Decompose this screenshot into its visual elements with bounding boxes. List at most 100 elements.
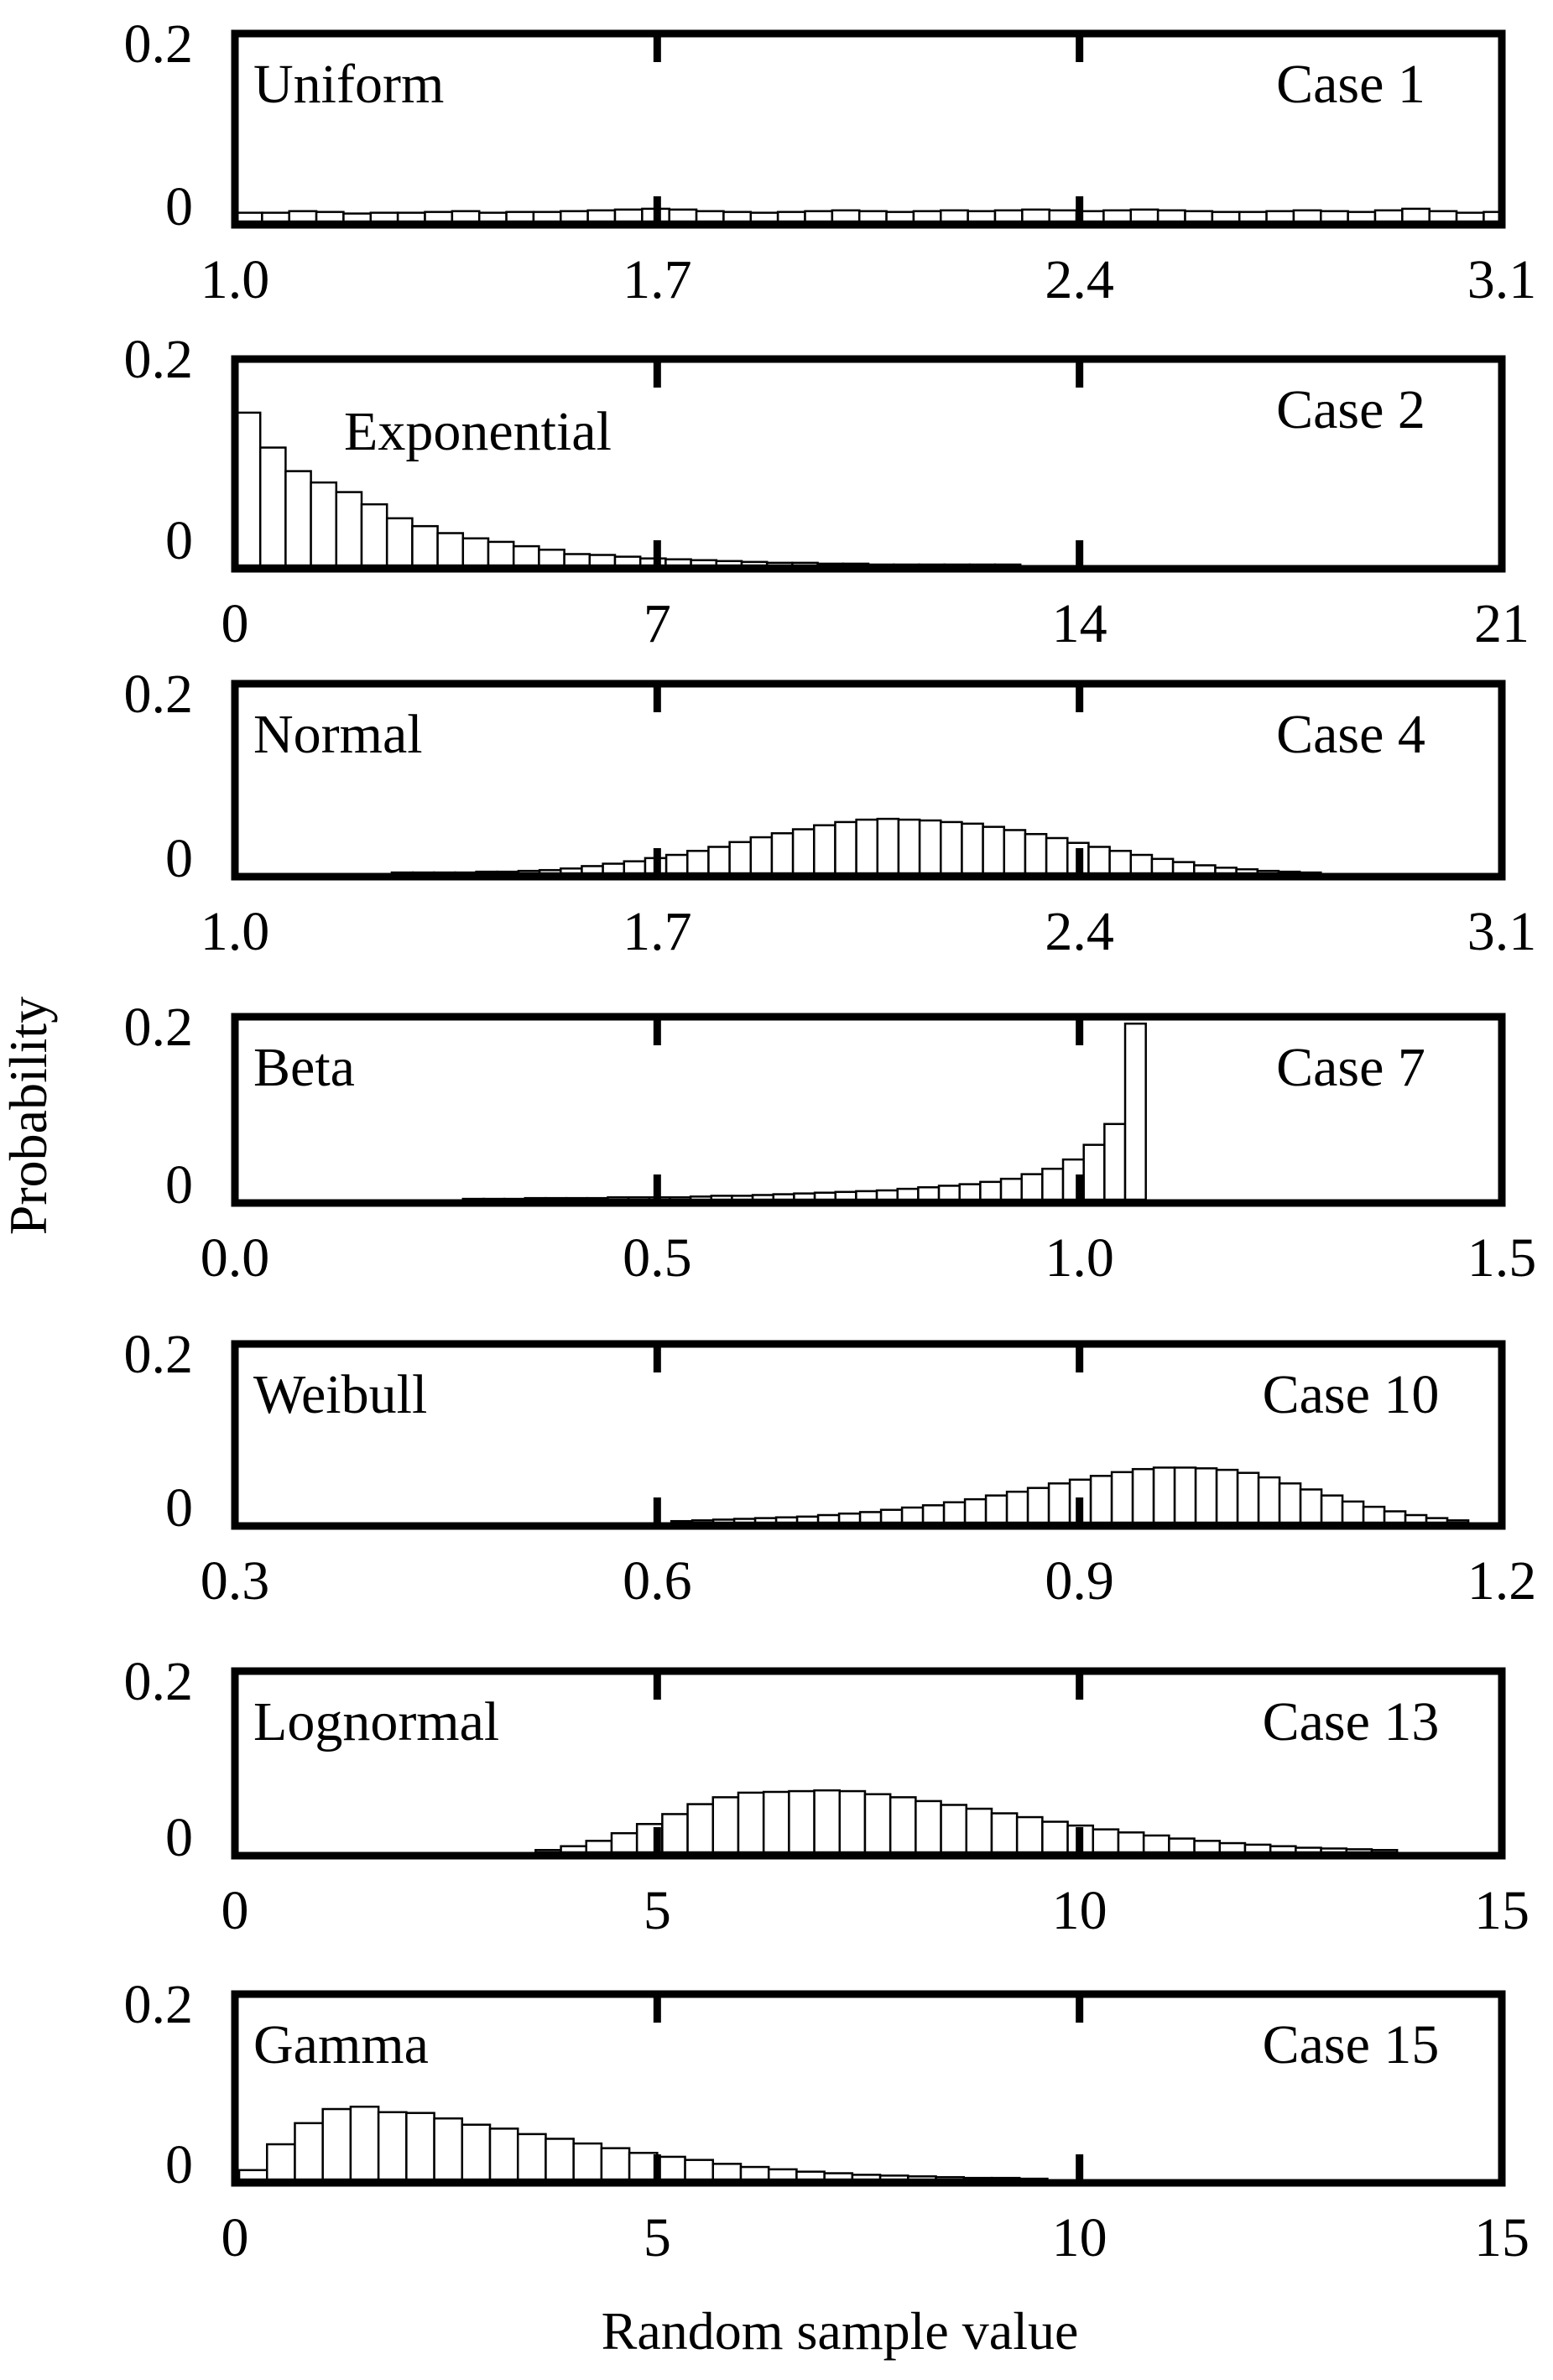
histogram-bar bbox=[940, 209, 969, 223]
histogram-bar bbox=[385, 517, 414, 567]
histogram-bar bbox=[1150, 857, 1175, 875]
histogram-bar bbox=[774, 1516, 799, 1524]
y-tick-label-zero: 0 bbox=[165, 2134, 193, 2195]
histogram-bar bbox=[487, 540, 515, 567]
panel-gamma: 0 5 10 15 0.2 0 Gamma Case 15 bbox=[124, 1974, 1530, 2268]
histogram-bar bbox=[433, 2117, 464, 2181]
histogram-bar bbox=[823, 2172, 854, 2181]
histogram-bar bbox=[889, 1796, 917, 1854]
y-tick-label-zero: 0 bbox=[165, 1807, 193, 1868]
case-label: Case 2 bbox=[1276, 379, 1425, 440]
histogram-bar bbox=[993, 209, 1024, 223]
histogram-bar bbox=[770, 832, 795, 875]
histogram-bar bbox=[613, 555, 642, 567]
x-tick-label: 15 bbox=[1474, 1880, 1530, 1941]
histogram-bar bbox=[560, 867, 583, 875]
histogram-bar bbox=[965, 1807, 993, 1854]
histogram-bar bbox=[1003, 829, 1027, 875]
panel-exponential: 0 7 14 21 0.2 0 Exponential Case 2 bbox=[124, 329, 1530, 654]
histogram-bar bbox=[958, 1183, 982, 1201]
histogram-bar bbox=[1129, 208, 1160, 223]
panel-bars bbox=[670, 1466, 1470, 1524]
panel-frame bbox=[231, 1340, 1506, 1530]
histogram-bar bbox=[855, 818, 879, 875]
histogram-bar bbox=[753, 1517, 778, 1524]
distribution-name: Exponential bbox=[344, 401, 612, 462]
histogram-bar bbox=[1341, 1500, 1365, 1524]
x-tick-label: 0 bbox=[221, 2207, 249, 2268]
histogram-bar bbox=[1089, 1475, 1113, 1524]
histogram-bar bbox=[1184, 210, 1214, 223]
x-tick-label: 2.4 bbox=[1045, 901, 1114, 962]
histogram-bar bbox=[661, 1813, 689, 1854]
histogram-bar bbox=[711, 1518, 736, 1524]
histogram-bar bbox=[897, 818, 921, 875]
histogram-bar bbox=[1218, 1841, 1247, 1854]
histogram-bar bbox=[1015, 1815, 1044, 1854]
histogram-bar bbox=[1048, 209, 1078, 223]
x-tick-label: 1.0 bbox=[201, 249, 270, 310]
histogram-bar bbox=[602, 862, 626, 875]
histogram-bar bbox=[1265, 210, 1295, 223]
histogram-bar bbox=[261, 211, 290, 223]
histogram-bar bbox=[586, 209, 617, 223]
histogram-bar bbox=[628, 2152, 659, 2181]
histogram-bar bbox=[915, 1799, 942, 1854]
histogram-bar bbox=[751, 1194, 775, 1201]
x-tick-label: 0.6 bbox=[623, 1550, 692, 1612]
x-tick-label: 0.0 bbox=[201, 1227, 270, 1289]
case-label: Case 7 bbox=[1276, 1037, 1425, 1098]
histogram-bar bbox=[1142, 1834, 1170, 1854]
histogram-bar bbox=[900, 1506, 925, 1524]
distribution-name: Uniform bbox=[253, 54, 444, 115]
histogram-bar bbox=[321, 2107, 352, 2181]
y-tick-label-zero: 0 bbox=[165, 1477, 193, 1539]
histogram-bar bbox=[233, 211, 263, 223]
histogram-bar bbox=[1041, 1820, 1069, 1854]
histogram-bar bbox=[1152, 1466, 1176, 1524]
histogram-bar bbox=[1455, 211, 1485, 223]
histogram-bar bbox=[1045, 836, 1069, 875]
histogram-bar bbox=[722, 211, 753, 223]
histogram-bar bbox=[711, 1796, 740, 1854]
histogram-bar bbox=[878, 2174, 909, 2181]
histogram-bar bbox=[581, 865, 604, 875]
histogram-bar bbox=[310, 481, 338, 567]
y-tick-label-max: 0.2 bbox=[124, 13, 194, 75]
histogram-bar bbox=[461, 2123, 492, 2181]
x-tick-label: 0.9 bbox=[1045, 1550, 1114, 1612]
histogram-bar bbox=[315, 211, 345, 223]
histogram-bar bbox=[1299, 1488, 1323, 1524]
histogram-bar bbox=[1347, 211, 1377, 223]
panel-uniform: 1.0 1.7 2.4 3.1 0.2 0 Uniform Case 1 bbox=[124, 13, 1537, 310]
histogram-bar bbox=[538, 868, 562, 875]
histogram-bar bbox=[349, 2105, 380, 2181]
x-tick-label: 7 bbox=[644, 593, 671, 654]
histogram-bar bbox=[851, 2174, 882, 2181]
histogram-bar bbox=[233, 411, 262, 567]
case-label: Case 4 bbox=[1276, 704, 1425, 765]
histogram-bar bbox=[793, 1192, 816, 1201]
histogram-bar bbox=[668, 208, 698, 223]
histogram-bar bbox=[686, 850, 710, 875]
histogram-bar bbox=[896, 1187, 920, 1201]
histogram-bar bbox=[979, 1180, 1003, 1201]
x-axis-title: Random sample value bbox=[602, 2301, 1079, 2361]
histogram-bar bbox=[1092, 1828, 1120, 1854]
histogram-bar bbox=[875, 1189, 899, 1201]
histogram-bar bbox=[613, 208, 644, 223]
histogram-bar bbox=[813, 1191, 836, 1201]
x-tick-label: 21 bbox=[1474, 593, 1530, 654]
distribution-name: Gamma bbox=[253, 2014, 429, 2075]
histogram-bar bbox=[1087, 846, 1111, 875]
histogram-bar bbox=[1235, 867, 1259, 875]
panel-bars bbox=[237, 2105, 1049, 2181]
panel-frame bbox=[231, 1667, 1506, 1860]
histogram-bar bbox=[695, 210, 725, 223]
histogram-bar bbox=[488, 2127, 519, 2181]
histogram-bar bbox=[342, 212, 373, 223]
histogram-bar bbox=[918, 819, 942, 875]
histogram-bar bbox=[1171, 861, 1196, 875]
histogram-bar bbox=[1425, 1517, 1449, 1524]
histogram-bar bbox=[749, 836, 774, 875]
